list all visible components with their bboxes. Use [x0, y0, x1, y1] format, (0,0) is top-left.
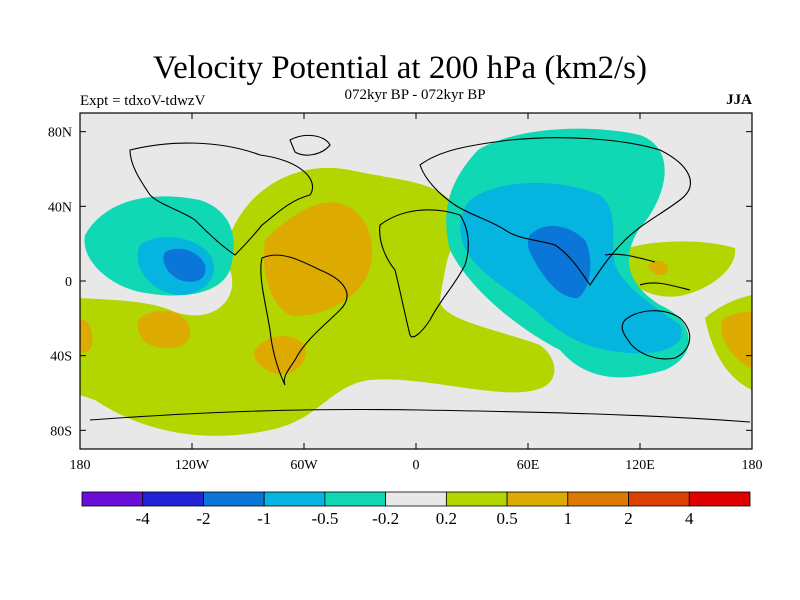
colorbar-label: -1 — [257, 509, 271, 528]
orange-contour-south-atlantic — [254, 335, 306, 375]
orange-contour-south-pacific — [137, 310, 191, 349]
lon-tick-label: 120W — [175, 458, 210, 473]
colorbar-swatch — [445, 491, 508, 507]
orange-contour-indonesia — [648, 260, 668, 276]
lon-tick-label: 0 — [413, 458, 420, 473]
colorbar-swatch — [688, 491, 751, 507]
lon-tick-label: 120E — [625, 458, 655, 473]
lon-tick-label: 180 — [742, 458, 763, 473]
colorbar-label: -0.2 — [372, 509, 399, 528]
chart-title: Velocity Potential at 200 hPa (km2/s) — [152, 50, 648, 86]
lat-tick-label: 80S — [50, 424, 72, 439]
lon-tick-label: 60W — [290, 458, 318, 473]
colorbar-label: 4 — [685, 509, 694, 528]
period-label: 072kyr BP - 072kyr BP — [344, 87, 486, 103]
colorbar-swatch — [263, 491, 326, 507]
longitude-axis: 180 120W 60W 0 60E 120E 180 — [70, 113, 763, 473]
colorbar-label: -2 — [196, 509, 210, 528]
colorbar-swatch — [385, 491, 447, 507]
colorbar-label: 2 — [624, 509, 633, 528]
colorbar-swatch — [567, 491, 629, 507]
colorbar-swatch — [506, 491, 569, 507]
coastlines — [89, 134, 751, 423]
colorbar-label: -0.5 — [311, 509, 338, 528]
orange-contour-east-edge — [721, 311, 752, 368]
colorbar-swatch — [81, 491, 144, 507]
colorbar-swatch — [324, 491, 387, 507]
lat-tick-label: 40S — [50, 350, 72, 365]
lat-tick-label: 80N — [48, 126, 72, 141]
experiment-label: Expt = tdxoV-tdwzV — [80, 93, 206, 109]
map-plot-area — [79, 112, 753, 450]
colorbar-swatch — [628, 491, 690, 507]
colorbar-swatch — [142, 491, 204, 507]
lon-tick-label: 180 — [70, 458, 91, 473]
positive-contour-west-africa — [355, 200, 451, 300]
latitude-axis: 80N 40N 0 40S 80S — [48, 126, 752, 439]
colorbar-label: -4 — [136, 509, 151, 528]
colorbar-swatch — [203, 491, 265, 507]
colorbar: -4 -2 -1 -0.5 -0.2 0.2 0.5 1 2 4 — [81, 491, 751, 528]
colorbar-label: 0.2 — [436, 509, 457, 528]
lat-tick-label: 0 — [65, 275, 72, 290]
lon-tick-label: 60E — [517, 458, 540, 473]
blue-contour-india — [527, 225, 591, 299]
blue-contour-north-pacific — [163, 248, 206, 282]
lat-tick-label: 40N — [48, 200, 72, 215]
colorbar-label: 1 — [564, 509, 573, 528]
season-label: JJA — [726, 92, 752, 108]
colorbar-label: 0.5 — [496, 509, 517, 528]
orange-contour-west-edge — [80, 319, 93, 353]
